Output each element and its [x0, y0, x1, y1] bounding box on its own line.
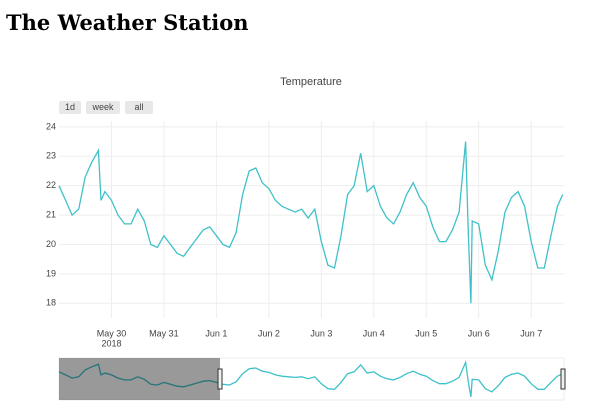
y-tick-label: 22 [46, 180, 56, 190]
x-tick-label: Jun 3 [310, 328, 332, 338]
button-label[interactable]: 1d [65, 102, 75, 112]
series-line [58, 141, 564, 304]
button-bg[interactable] [125, 101, 153, 114]
slider-line [58, 360, 563, 398]
x-tick-label: May 30 [97, 328, 127, 338]
page-title: The Weather Station [6, 10, 249, 35]
x-tick-label: May 31 [149, 328, 179, 338]
chart-title: Temperature [280, 76, 342, 88]
x-tick-label: Jun 6 [468, 328, 490, 338]
slider-mask [59, 358, 220, 400]
slider-handle[interactable] [217, 368, 223, 390]
range-button[interactable]: 1d [59, 101, 81, 114]
button-label[interactable]: all [134, 102, 143, 112]
y-tick-label: 18 [46, 298, 56, 308]
x-year-label: 2018 [101, 338, 121, 348]
slider-handle[interactable] [560, 368, 566, 390]
x-tick-label: Jun 2 [258, 328, 280, 338]
button-bg[interactable] [59, 101, 81, 114]
y-tick-label: 19 [46, 268, 56, 278]
y-tick-label: 24 [46, 121, 56, 131]
y-tick-label: 21 [46, 209, 56, 219]
button-bg[interactable] [86, 101, 120, 114]
x-tick-label: Jun 5 [415, 328, 437, 338]
y-tick-label: 23 [46, 151, 56, 161]
x-tick-label: Jun 4 [363, 328, 385, 338]
range-button[interactable]: week [86, 101, 120, 114]
x-tick-label: Jun 7 [520, 328, 542, 338]
range-button[interactable]: all [125, 101, 153, 114]
y-tick-label: 20 [46, 239, 56, 249]
x-tick-label: Jun 1 [205, 328, 227, 338]
button-label[interactable]: week [91, 102, 114, 112]
